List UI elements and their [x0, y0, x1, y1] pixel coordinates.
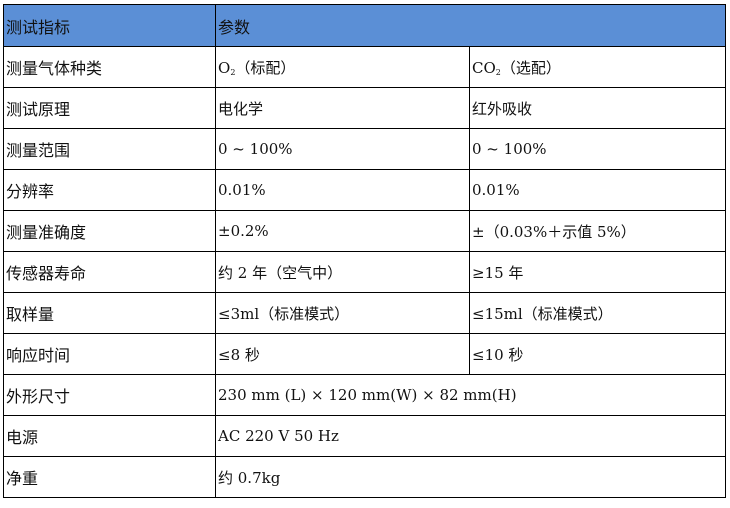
gas-o2: O — [218, 58, 231, 77]
note: （选配） — [500, 58, 561, 77]
row-value-o2: 0.01% — [215, 169, 470, 211]
row-label: 测量气体种类 — [3, 46, 216, 88]
row-value-o2: ±0.2% — [215, 210, 470, 252]
row-value-o2: ≤3ml（标准模式） — [215, 292, 470, 334]
table-row: 测试原理 电化学 红外吸收 — [3, 87, 727, 129]
row-value-co2: 0.01% — [468, 169, 727, 211]
header-parameter: 参数 — [214, 4, 727, 47]
row-label: 测量范围 — [3, 128, 216, 170]
row-value-co2: ±（0.03%＋示值 5%） — [468, 210, 727, 252]
table-row: 外形尺寸 230 mm (L) × 120 mm(W) × 82 mm(H) — [3, 374, 727, 416]
table-row: 测量准确度 ±0.2% ±（0.03%＋示值 5%） — [3, 210, 727, 252]
row-label: 测试原理 — [3, 87, 216, 129]
table-row: 取样量 ≤3ml（标准模式） ≤15ml（标准模式） — [3, 292, 727, 334]
row-value-o2: ≤8 秒 — [215, 333, 470, 375]
header-indicator: 测试指标 — [3, 4, 216, 47]
row-value-o2: 约 2 年（空气中） — [215, 251, 470, 293]
table-row: 分辨率 0.01% 0.01% — [3, 169, 727, 211]
subscript: 2 — [230, 67, 236, 77]
note: （标配） — [235, 58, 296, 77]
table-header-row: 测试指标 参数 — [3, 4, 727, 47]
row-value: 230 mm (L) × 120 mm(W) × 82 mm(H) — [214, 374, 727, 416]
row-label: 响应时间 — [3, 333, 216, 375]
table-row: 电源 AC 220 V 50 Hz — [3, 415, 727, 457]
row-value-o2: O2（标配） — [215, 46, 470, 88]
row-label: 传感器寿命 — [3, 251, 216, 293]
row-value-o2: 电化学 — [215, 87, 470, 129]
table-row: 传感器寿命约 2 年（空气中） ≥15 年 — [3, 251, 727, 293]
row-value-co2: ≤15ml（标准模式） — [468, 292, 727, 334]
row-label: 分辨率 — [3, 169, 216, 211]
row-label: 净重 — [3, 456, 216, 498]
gas-co2: CO — [472, 58, 496, 77]
table-row: 测量范围 0 ~ 100% 0 ~ 100% — [3, 128, 727, 170]
row-value-co2: 0 ~ 100% — [468, 128, 727, 170]
table-row: 测量气体种类 O2（标配） CO2（选配） — [3, 46, 727, 88]
row-value-co2: CO2（选配） — [468, 46, 727, 88]
row-value: AC 220 V 50 Hz — [214, 415, 727, 457]
table-row: 净重约 0.7kg — [3, 456, 727, 498]
row-value-o2: 0 ~ 100% — [215, 128, 470, 170]
subscript: 2 — [495, 67, 501, 77]
row-value-co2: 红外吸收 — [468, 87, 727, 129]
row-label: 电源 — [3, 415, 216, 457]
row-label: 测量准确度 — [3, 210, 216, 252]
spec-table: 测试指标 参数 测量气体种类 O2（标配） CO2（选配） 测试原理 电化学 红外吸… — [3, 4, 727, 498]
table-row: 响应时间 ≤8 秒 ≤10 秒 — [3, 333, 727, 375]
row-label: 外形尺寸 — [3, 374, 216, 416]
row-value: 约 0.7kg — [214, 456, 727, 498]
row-value-co2: ≤10 秒 — [468, 333, 727, 375]
row-label: 取样量 — [3, 292, 216, 334]
row-value-co2: ≥15 年 — [468, 251, 727, 293]
